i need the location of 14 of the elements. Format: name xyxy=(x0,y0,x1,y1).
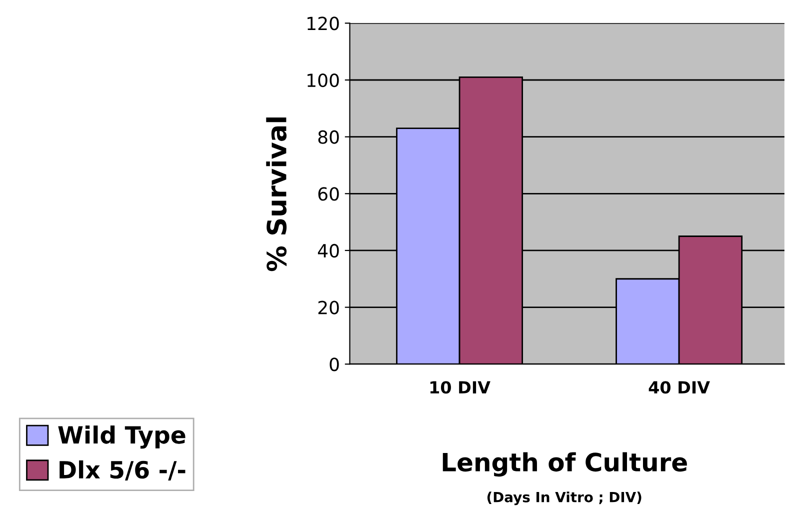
legend-label: Dlx 5/6 -/- xyxy=(60,460,186,481)
x-axis-title: Length of Culture xyxy=(442,452,687,477)
y-tick-label: 60 xyxy=(318,187,339,201)
y-tick-label: 0 xyxy=(330,358,339,372)
y-axis-title: % Survival xyxy=(266,117,287,272)
text: (Days In Vitro ; DIV) xyxy=(487,492,642,506)
y-tick-label: 80 xyxy=(318,130,339,144)
y-tick-label: 40 xyxy=(318,244,339,258)
y-tick-label: 100 xyxy=(308,73,339,88)
x-tick-label: 40 DIV xyxy=(648,381,710,394)
legend-label: Wild Type xyxy=(58,426,186,449)
y-tick-label: 20 xyxy=(318,300,339,314)
x-tick-label: 10 DIV xyxy=(430,381,490,394)
y-tick-label: 120 xyxy=(308,16,339,30)
